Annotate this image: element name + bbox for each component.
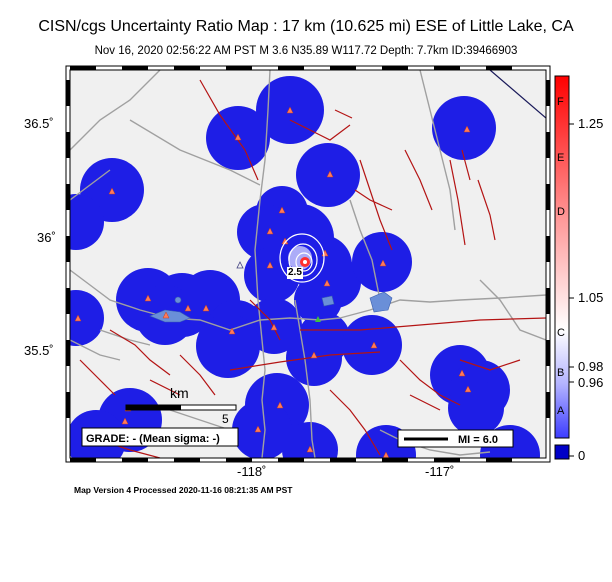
colorbar-gradient (554, 75, 570, 439)
stations (74, 106, 472, 458)
station-green (315, 316, 321, 322)
state-border (489, 70, 546, 119)
station-open (236, 261, 244, 269)
map-footer: Map Version 4 Processed 2020-11-16 08:21… (74, 485, 293, 495)
colorbar-letter: A (557, 405, 565, 417)
colorbar-value: 1.25 (578, 116, 604, 131)
y-tick-label: 36.5˚ (24, 116, 54, 131)
colorbar-letter: F (557, 96, 564, 108)
colorbar-letter: D (557, 206, 565, 218)
contour-label: 2.5 (288, 267, 302, 278)
colorbar-letter: E (557, 152, 565, 164)
map-border-ticks (66, 66, 550, 462)
colorbar-value: 0 (578, 448, 586, 463)
colorbar-ticks (569, 123, 574, 457)
x-tick-label: -118˚ (237, 464, 267, 479)
map-border-outer (65, 65, 551, 463)
colorbar-value: 0.96 (578, 375, 604, 390)
map-frame (69, 69, 547, 459)
lakes (149, 291, 393, 323)
grade-box (81, 427, 239, 447)
map-title: CISN/cgs Uncertainty Ratio Map : 17 km (… (38, 18, 574, 35)
colorbar-value: 1.05 (578, 290, 604, 305)
y-tick-label: 36˚ (37, 230, 56, 245)
y-tick-label: 35.5˚ (24, 343, 54, 358)
scale-bar (125, 404, 237, 411)
x-tick-label: -117˚ (425, 464, 455, 479)
scale-label: km (170, 385, 189, 401)
colorbar-letter: B (557, 367, 565, 379)
contour-label-box (287, 267, 303, 279)
scale-value: 5 (222, 412, 229, 426)
epicenter-core (300, 257, 310, 267)
colorbar-zero (554, 444, 570, 460)
roads (70, 70, 546, 458)
colorbar-letter: C (557, 327, 565, 339)
colorbar-value: 0.98 (578, 359, 604, 374)
mi-legend-box (397, 429, 514, 448)
map-subtitle: Nov 16, 2020 02:56:22 AM PST M 3.6 N35.8… (94, 45, 518, 57)
faults (79, 79, 546, 458)
mi-legend-text: MI = 6.0 (458, 434, 499, 446)
grade-text: GRADE: - (Mean sigma: -) (86, 433, 220, 445)
